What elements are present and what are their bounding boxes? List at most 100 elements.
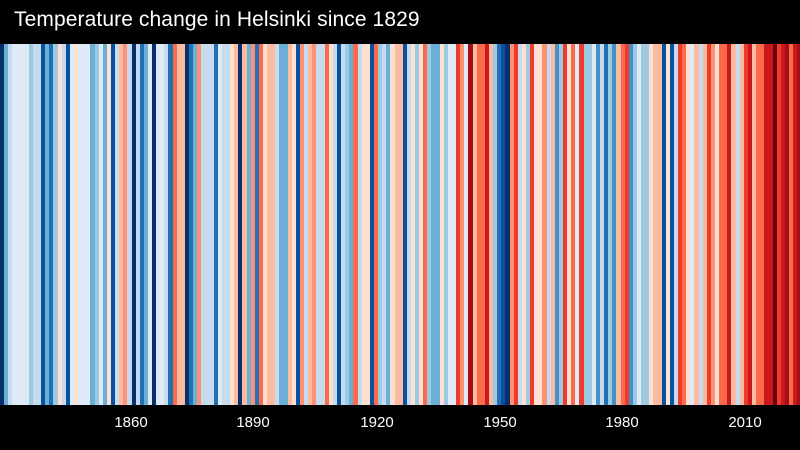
year-stripe	[419, 44, 424, 405]
year-stripe	[304, 44, 309, 405]
year-stripe	[127, 44, 132, 405]
year-stripe	[542, 44, 547, 405]
year-stripe	[258, 44, 263, 405]
year-stripe	[636, 44, 642, 405]
year-stripe	[484, 44, 490, 405]
year-stripe	[719, 44, 724, 405]
year-stripe	[735, 44, 740, 405]
year-stripe	[345, 44, 350, 405]
year-stripe	[332, 44, 337, 405]
year-stripe	[106, 44, 111, 405]
year-stripe	[764, 44, 769, 405]
year-stripe	[776, 44, 781, 405]
year-stripe	[797, 44, 800, 405]
year-stripe	[657, 44, 662, 405]
year-stripe	[653, 44, 658, 405]
year-stripe	[641, 44, 646, 405]
year-stripe	[571, 44, 576, 405]
year-stripe	[435, 44, 440, 405]
year-stripe	[402, 44, 407, 405]
year-stripe	[69, 44, 74, 405]
year-stripe	[756, 44, 761, 405]
year-stripe	[234, 44, 239, 405]
year-stripe	[213, 44, 218, 405]
year-stripe	[152, 44, 157, 405]
year-stripe	[172, 44, 177, 405]
year-stripe	[460, 44, 465, 405]
year-stripe	[382, 44, 387, 405]
year-stripe	[575, 44, 580, 405]
year-stripe	[353, 44, 358, 405]
year-stripe	[250, 44, 255, 405]
year-stripe	[279, 44, 284, 405]
year-stripe	[176, 44, 181, 405]
year-stripe	[550, 44, 555, 405]
year-stripe	[760, 44, 765, 405]
year-stripe	[36, 44, 42, 405]
year-stripe	[604, 44, 609, 405]
year-stripe	[98, 44, 103, 405]
year-stripe	[628, 44, 633, 405]
year-stripe	[608, 44, 613, 405]
year-stripe	[472, 44, 477, 405]
year-stripe	[90, 44, 95, 405]
year-stripe	[61, 44, 66, 405]
x-axis: 1860 1890 1920 1950 1980 2010	[0, 405, 800, 450]
year-stripe	[78, 44, 83, 405]
year-stripe	[464, 44, 469, 405]
year-stripe	[497, 44, 502, 405]
year-stripe	[599, 44, 605, 405]
year-stripe	[324, 44, 329, 405]
year-stripe	[752, 44, 757, 405]
year-stripe	[661, 44, 666, 405]
year-stripe	[727, 44, 732, 405]
year-stripe	[328, 44, 333, 405]
year-stripe	[378, 44, 383, 405]
year-stripe	[415, 44, 420, 405]
year-stripe	[184, 44, 190, 405]
year-stripe	[336, 44, 342, 405]
year-stripe	[513, 44, 518, 405]
year-stripe	[780, 44, 785, 405]
year-stripe	[698, 44, 703, 405]
year-stripe	[32, 44, 37, 405]
year-stripe	[254, 44, 259, 405]
year-stripe	[45, 44, 50, 405]
year-stripe	[567, 44, 572, 405]
year-stripe	[558, 44, 563, 405]
year-stripe	[476, 44, 481, 405]
year-stripe	[8, 44, 13, 405]
year-stripe	[201, 44, 206, 405]
year-stripe	[20, 44, 25, 405]
year-stripe	[538, 44, 543, 405]
year-stripe	[530, 44, 535, 405]
year-stripe	[102, 44, 107, 405]
year-stripe	[715, 44, 720, 405]
year-stripe	[267, 44, 272, 405]
year-stripe	[468, 44, 473, 405]
year-stripe	[501, 44, 506, 405]
year-stripe	[246, 44, 251, 405]
year-stripe	[28, 44, 33, 405]
year-stripe	[57, 44, 62, 405]
year-stripe	[595, 44, 600, 405]
year-stripe	[526, 44, 531, 405]
year-stripe	[82, 44, 87, 405]
year-stripe	[686, 44, 691, 405]
year-stripe	[160, 44, 165, 405]
chart-title: Temperature change in Helsinki since 182…	[14, 8, 420, 31]
year-stripe	[349, 44, 354, 405]
year-stripe	[361, 44, 366, 405]
year-stripe	[493, 44, 498, 405]
year-stripe	[369, 44, 374, 405]
year-stripe	[489, 44, 494, 405]
year-stripe	[702, 44, 707, 405]
year-stripe	[743, 44, 748, 405]
year-stripe	[16, 44, 21, 405]
year-stripe	[690, 44, 695, 405]
year-stripe	[168, 44, 173, 405]
year-stripe	[65, 44, 70, 405]
year-stripe	[768, 44, 773, 405]
year-stripe	[509, 44, 514, 405]
year-stripe	[517, 44, 522, 405]
